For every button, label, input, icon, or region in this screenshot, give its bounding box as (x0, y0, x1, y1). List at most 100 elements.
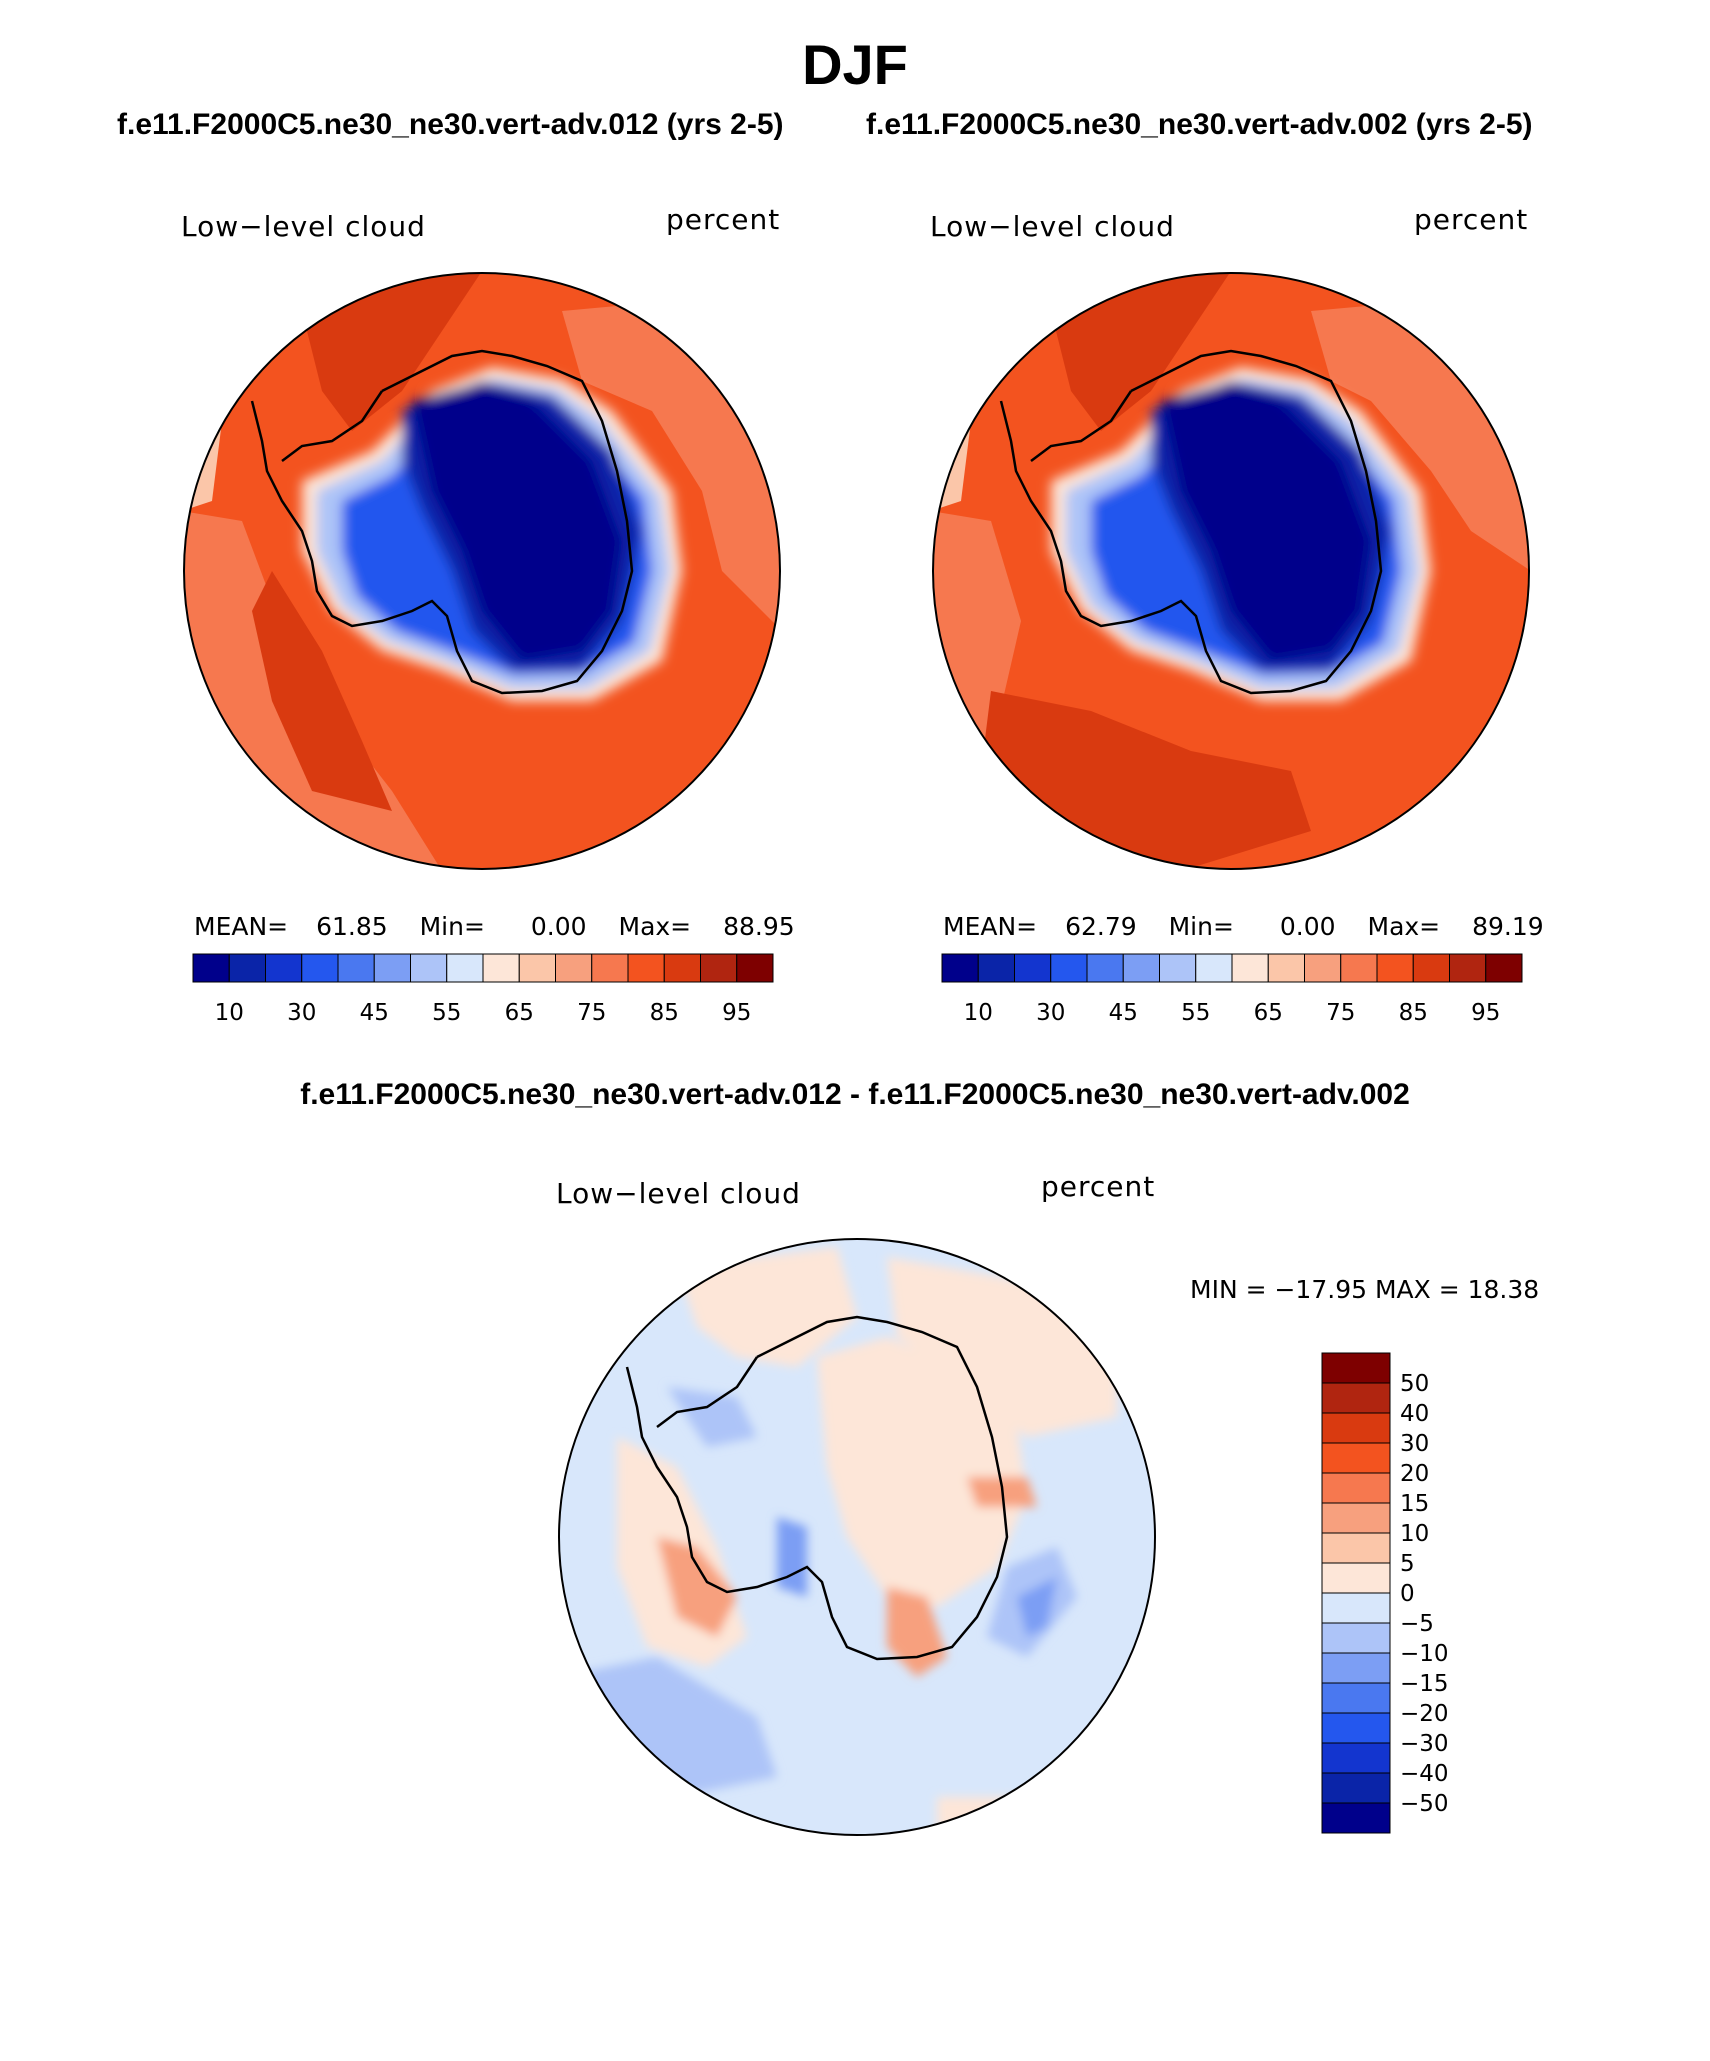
panel2-units-label: percent (1414, 203, 1529, 236)
panel2-colorbar-swatch (1376, 953, 1414, 983)
diff-units-label: percent (1041, 1170, 1156, 1203)
panel1-colorbar-swatch (373, 953, 411, 983)
panel2-colorbar-swatch (1086, 953, 1124, 983)
diff-colorbar-swatch (1321, 1472, 1391, 1504)
panel2-colorbar-swatch (1485, 953, 1523, 983)
panel2-max-label: Max= (1367, 912, 1441, 941)
diff-colorbar-tick-label: −30 (1400, 1731, 1449, 1757)
panel1-max-label: Max= (618, 912, 692, 941)
diff-colorbar-tick-label: 40 (1400, 1401, 1429, 1427)
high-cloud-region (292, 273, 482, 431)
diff-min-max: MIN = −17.95 MAX = 18.38 (1190, 1275, 1540, 1304)
diff-colorbar-tick-label: 50 (1400, 1371, 1429, 1397)
panel1-colorbar-tick-label: 85 (650, 1000, 679, 1026)
panel1-colorbar-swatch (518, 953, 556, 983)
panel2-colorbar-swatch (1412, 953, 1450, 983)
high-cloud-region (1041, 273, 1231, 431)
diff-colorbar-tick-label: 15 (1400, 1491, 1429, 1517)
panel1-colorbar-tick-label: 65 (505, 1000, 534, 1026)
diff-colorbar-swatch (1321, 1622, 1391, 1654)
panel2-colorbar-swatch (1449, 953, 1487, 983)
panel1-colorbar: 10 30 45 55 65 75 85 95 (192, 953, 774, 1026)
panel2-colorbar: 10 30 45 55 65 75 85 95 (941, 953, 1523, 1026)
panel1-colorbar-swatch (228, 953, 266, 983)
panel2-colorbar-tick-label: 55 (1181, 1000, 1210, 1026)
difference-polar-map (558, 1238, 1156, 1836)
panel2-colorbar-tick-label: 75 (1326, 1000, 1355, 1026)
panel1-colorbar-tick-label: 75 (577, 1000, 606, 1026)
panel2-colorbar-swatch (941, 953, 979, 983)
panel1-colorbar-swatch (736, 953, 774, 983)
panel2-polar-map (932, 272, 1530, 870)
panel1-colorbar-swatch (700, 953, 738, 983)
panel1-colorbar-swatch (591, 953, 629, 983)
panel2-colorbar-swatch (1195, 953, 1233, 983)
main-title: DJF (802, 33, 908, 96)
diff-colorbar-tick-label: 20 (1400, 1461, 1429, 1487)
panel1-min-label: Min= (419, 912, 485, 941)
diff-colorbar-tick-label: −40 (1400, 1761, 1449, 1787)
map-boundary-circle (558, 1238, 1156, 1836)
panel2-mean-value: 62.79 (1065, 912, 1137, 941)
diff-colorbar-tick-label: 0 (1400, 1581, 1415, 1607)
diff-colorbar-swatch (1321, 1712, 1391, 1744)
antarctica-coastline (250, 349, 634, 695)
panel2-colorbar-swatch (1050, 953, 1088, 983)
panel1-colorbar-tick-label: 45 (360, 1000, 389, 1026)
diff-variable-label: Low−level cloud (556, 1177, 801, 1210)
diff-colorbar-swatch (1321, 1382, 1391, 1414)
panel2-max-value: 89.19 (1472, 912, 1544, 941)
panel1-mean-value: 61.85 (316, 912, 388, 941)
panel1-colorbar-swatch (482, 953, 520, 983)
panel2-colorbar-tick-label: 30 (1036, 1000, 1065, 1026)
difference-title: f.e11.F2000C5.ne30_ne30.vert-adv.012 - f… (300, 1078, 1410, 1111)
diff-colorbar-swatch (1321, 1682, 1391, 1714)
high-cloud-region (252, 571, 392, 811)
panel1-colorbar-tick-label: 10 (215, 1000, 244, 1026)
diff-colorbar-swatch (1321, 1502, 1391, 1534)
panel1-variable-label: Low−level cloud (181, 210, 426, 243)
panel1-colorbar-swatch (192, 953, 230, 983)
panel1-colorbar-tick-label: 95 (722, 1000, 751, 1026)
diff-colorbar-tick-label: 5 (1400, 1551, 1415, 1577)
diff-colorbar-swatch (1321, 1802, 1391, 1834)
panel1-colorbar-swatch (265, 953, 303, 983)
panel2-colorbar-tick-label: 45 (1109, 1000, 1138, 1026)
panel1-colorbar-swatch (627, 953, 665, 983)
panel2-colorbar-tick-label: 95 (1471, 1000, 1500, 1026)
panel2-colorbar-swatch (1122, 953, 1160, 983)
diff-colorbar-swatch (1321, 1742, 1391, 1774)
panel2-min-label: Min= (1168, 912, 1234, 941)
panel1-colorbar-tick-label: 30 (287, 1000, 316, 1026)
diff-colorbar-tick-label: −15 (1400, 1671, 1449, 1697)
panel1-colorbar-tick-label: 55 (432, 1000, 461, 1026)
diff-colorbar-swatch (1321, 1352, 1391, 1384)
diff-colorbar-swatch (1321, 1562, 1391, 1594)
panel1-max-value: 88.95 (723, 912, 795, 941)
diff-colorbar-swatch (1321, 1652, 1391, 1684)
panel1-min-value: 0.00 (530, 912, 587, 941)
diff-colorbar-tick-label: −5 (1400, 1611, 1434, 1637)
diff-colorbar-tick-label: 30 (1400, 1431, 1429, 1457)
panel1-colorbar-swatch (410, 953, 448, 983)
panel1-mean-label: MEAN= (194, 912, 289, 941)
panel2-colorbar-swatch (1267, 953, 1305, 983)
panel2-colorbar-swatch (1340, 953, 1378, 983)
panel2-colorbar-tick-label: 10 (964, 1000, 993, 1026)
panel1-polar-map (183, 272, 781, 870)
antarctica-coastline (625, 1315, 1009, 1661)
panel1-units-label: percent (666, 203, 781, 236)
panel2-colorbar-swatch (1014, 953, 1052, 983)
panel2-min-value: 0.00 (1279, 912, 1336, 941)
panel2-colorbar-tick-label: 85 (1399, 1000, 1428, 1026)
diff-colorbar-swatch (1321, 1412, 1391, 1444)
diff-colorbar-swatch (1321, 1592, 1391, 1624)
subtitle-right-case: f.e11.F2000C5.ne30_ne30.vert-adv.002 (yr… (866, 108, 1533, 141)
panel2-stats: MEAN= 62.79 Min= 0.00 Max= 89.19 (943, 912, 1544, 941)
diff-colorbar-tick-label: −10 (1400, 1641, 1449, 1667)
panel1-colorbar-swatch (301, 953, 339, 983)
panel2-colorbar-swatch (1231, 953, 1269, 983)
panel2-variable-label: Low−level cloud (930, 210, 1175, 243)
panel1-stats: MEAN= 61.85 Min= 0.00 Max= 88.95 (194, 912, 795, 941)
